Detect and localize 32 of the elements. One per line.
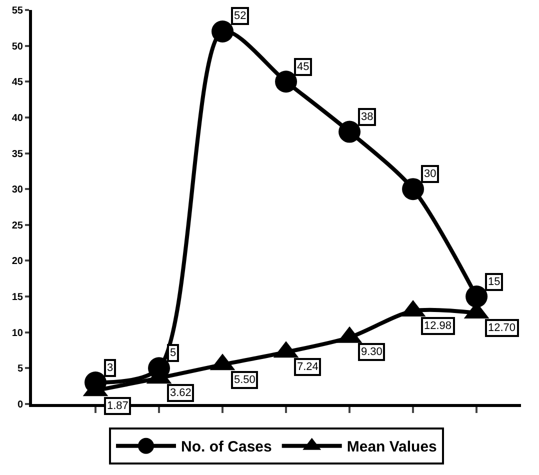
point <box>402 178 424 200</box>
data-label: 38 <box>361 111 374 123</box>
y-tick-label: 5 <box>17 364 24 375</box>
y-tick-label: 50 <box>12 41 24 52</box>
y-tick-label: 15 <box>12 292 24 304</box>
data-label: 3 <box>107 362 114 374</box>
data-label: 45 <box>297 61 310 73</box>
data-label: 7.24 <box>297 361 318 373</box>
y-tick-label: 35 <box>12 148 24 160</box>
y-tick-label: 40 <box>12 112 24 124</box>
y-tick-label: 10 <box>12 328 24 339</box>
y-tick-label: 20 <box>12 256 24 268</box>
point <box>212 20 234 42</box>
data-label: 30 <box>424 168 436 180</box>
y-tick-label: 45 <box>12 77 24 88</box>
data-label: 3.62 <box>170 387 192 399</box>
data-label: 5 <box>170 347 176 359</box>
data-label: 12.98 <box>424 320 452 332</box>
point <box>275 70 298 93</box>
data-label: 15 <box>488 276 500 288</box>
y-tick-label: 30 <box>12 184 24 196</box>
data-label: 52 <box>234 10 246 22</box>
data-label: 1.87 <box>107 400 128 412</box>
y-tick-label: 0 <box>17 400 24 410</box>
data-label: 5.50 <box>234 374 256 386</box>
point <box>338 120 361 143</box>
y-tick-label: 55 <box>12 6 24 16</box>
legend-label: Mean Values <box>346 438 437 456</box>
y-tick-label: 25 <box>12 220 24 232</box>
data-label: 12.70 <box>488 322 516 334</box>
legend-label: No. of Cases <box>181 438 272 456</box>
data-label: 9.30 <box>361 346 382 358</box>
